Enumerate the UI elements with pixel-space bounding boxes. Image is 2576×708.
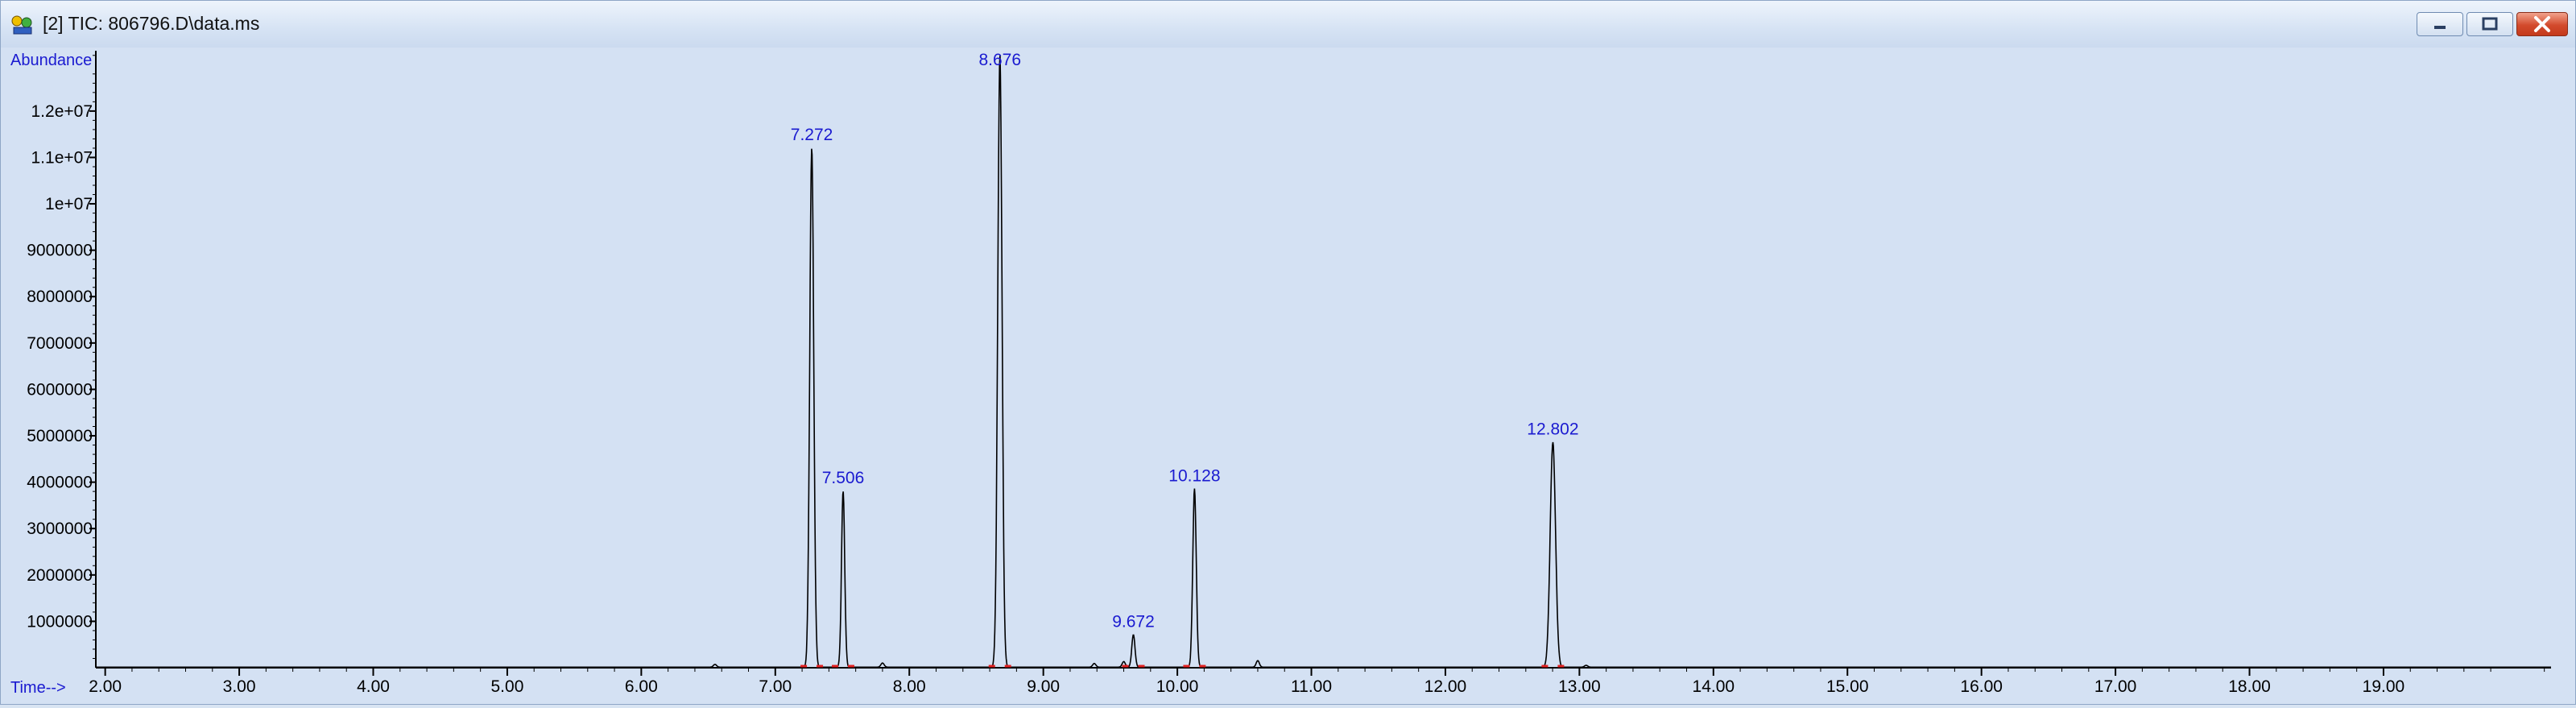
y-tick-label: 1000000 bbox=[27, 612, 93, 631]
peak-label: 10.128 bbox=[1168, 466, 1220, 485]
restore-icon bbox=[2482, 17, 2498, 31]
tic-trace-line bbox=[96, 55, 2551, 669]
x-tick-label: 11.00 bbox=[1291, 677, 1332, 696]
y-axis: 1000000 2000000 3000000 4000000 5000000 60000… bbox=[27, 51, 97, 668]
x-tick-label: 13.00 bbox=[1558, 677, 1601, 696]
maximize-button[interactable] bbox=[2466, 12, 2513, 36]
x-tick-label: 18.00 bbox=[2228, 677, 2271, 696]
x-axis-title: Time--> bbox=[10, 679, 66, 697]
close-button[interactable] bbox=[2516, 12, 2568, 36]
title-bar[interactable]: [2] TIC: 806796.D\data.ms bbox=[1, 1, 2575, 48]
peak-labels: 7.272 7.506 8.676 9.672 10.128 12.802 bbox=[791, 51, 1579, 631]
x-tick-label: 16.00 bbox=[1960, 677, 2003, 696]
x-tick-label: 8.00 bbox=[893, 677, 926, 696]
peak-label: 12.802 bbox=[1527, 420, 1578, 439]
tic-trace bbox=[96, 55, 2551, 669]
y-tick-label: 6000000 bbox=[27, 380, 93, 399]
x-tick-label: 4.00 bbox=[357, 677, 390, 696]
x-tick-label: 19.00 bbox=[2363, 677, 2405, 696]
peak-label: 9.672 bbox=[1112, 613, 1155, 631]
y-tick-label: 1.2e+07 bbox=[31, 102, 93, 121]
peak-label: 7.272 bbox=[791, 126, 833, 144]
window-title: [2] TIC: 806796.D\data.ms bbox=[43, 13, 260, 34]
x-tick-label: 2.00 bbox=[89, 677, 122, 696]
y-tick-label: 2000000 bbox=[27, 566, 93, 585]
x-axis: 2.00 3.00 4.00 5.00 6.00 7.00 8.00 9.00 10.00 11.… bbox=[89, 667, 2551, 696]
y-tick-label: 8000000 bbox=[27, 288, 93, 306]
chromatogram-chart[interactable]: 1000000 2000000 3000000 4000000 5000000 60000… bbox=[1, 48, 2575, 704]
y-tick-label: 5000000 bbox=[27, 427, 93, 445]
x-tick-label: 6.00 bbox=[625, 677, 658, 696]
peak-label: 7.506 bbox=[822, 469, 865, 487]
x-tick-label: 12.00 bbox=[1424, 677, 1467, 696]
x-tick-label: 14.00 bbox=[1693, 677, 1735, 696]
x-tick-label: 3.00 bbox=[223, 677, 256, 696]
y-tick-label: 3000000 bbox=[27, 520, 93, 538]
y-tick-label: 7000000 bbox=[27, 334, 93, 353]
peak-label: 8.676 bbox=[978, 51, 1021, 69]
x-tick-label: 5.00 bbox=[491, 677, 524, 696]
x-tick-label: 15.00 bbox=[1826, 677, 1869, 696]
y-tick-label: 1e+07 bbox=[45, 195, 93, 213]
plot-area[interactable]: 1000000 2000000 3000000 4000000 5000000 60000… bbox=[1, 48, 2575, 704]
y-axis-title: Abundance bbox=[10, 52, 92, 69]
x-tick-label: 9.00 bbox=[1027, 677, 1060, 696]
x-tick-label: 17.00 bbox=[2094, 677, 2137, 696]
y-tick-label: 9000000 bbox=[27, 242, 93, 260]
y-tick-label: 4000000 bbox=[27, 474, 93, 492]
x-tick-label: 10.00 bbox=[1156, 677, 1199, 696]
minimize-icon bbox=[2434, 26, 2446, 29]
y-tick-label: 1.1e+07 bbox=[31, 148, 93, 167]
x-tick-label: 7.00 bbox=[759, 677, 792, 696]
chemstation-app-icon bbox=[11, 15, 32, 35]
close-icon bbox=[2534, 16, 2550, 32]
minimize-button[interactable] bbox=[2417, 12, 2463, 36]
